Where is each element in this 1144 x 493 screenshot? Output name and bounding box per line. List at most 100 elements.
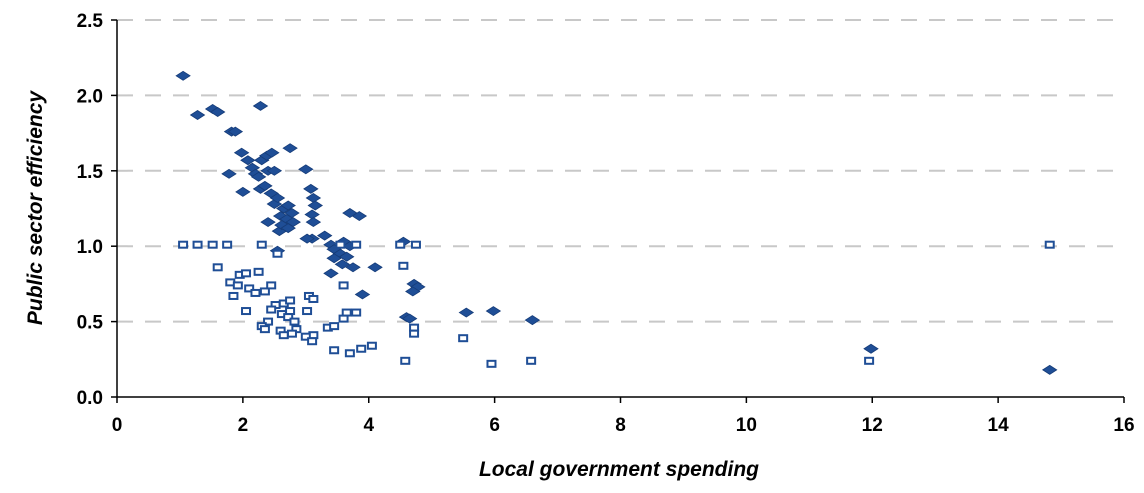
square-marker <box>178 240 189 249</box>
square-marker <box>356 344 367 353</box>
square-marker <box>278 331 289 340</box>
x-tick-label: 6 <box>489 415 500 436</box>
square-marker <box>341 308 352 317</box>
square-marker <box>222 240 233 249</box>
diamond-marker <box>250 171 267 182</box>
x-tick-label: 0 <box>112 415 123 436</box>
diamond-marker <box>334 259 351 270</box>
x-tick-label: 2 <box>238 415 249 436</box>
square-marker <box>263 317 274 326</box>
square-marker <box>285 296 296 305</box>
diamond-marker <box>316 230 333 241</box>
square-marker <box>395 240 406 249</box>
x-tick-label: 4 <box>363 415 374 436</box>
x-axis-title: Local government spending <box>479 458 759 481</box>
square-marker <box>458 334 469 343</box>
diamond-marker <box>233 147 250 158</box>
square-marker <box>351 308 362 317</box>
square-marker <box>486 359 497 368</box>
diamond-marker <box>299 233 315 244</box>
square-marker <box>329 346 340 355</box>
diamond-marker <box>252 100 269 111</box>
diamond-marker <box>351 211 368 222</box>
square-marker <box>409 329 420 338</box>
diamond-marker <box>354 289 371 300</box>
square-marker <box>272 249 283 258</box>
x-tick-label: 8 <box>615 415 626 436</box>
diamond-marker <box>345 262 361 273</box>
square-marker <box>232 281 243 290</box>
square-marker <box>207 240 218 249</box>
y-tick-label: 2.5 <box>77 11 104 32</box>
square-marker <box>192 240 203 249</box>
square-marker <box>266 305 277 314</box>
square-marker <box>526 356 537 365</box>
diamond-marker <box>863 343 879 354</box>
diamond-marker <box>264 147 280 158</box>
square-marker <box>228 291 239 300</box>
diamond-marker <box>338 251 355 262</box>
diamond-marker <box>307 200 323 211</box>
diamond-marker <box>458 307 475 318</box>
diamond-marker <box>1041 364 1058 375</box>
y-tick-label: 1.5 <box>77 162 104 183</box>
axes: 0.0 0.5 1.0 1.5 2.0 2.5 0 2 4 6 8 10 12 14 16 <box>77 11 1135 436</box>
diamond-marker <box>257 180 273 191</box>
square-marker <box>241 269 252 278</box>
diamond-marker <box>282 143 298 154</box>
diamond-marker <box>326 253 342 264</box>
square-marker <box>256 240 267 249</box>
square-marker <box>400 356 411 365</box>
x-tick-label: 12 <box>862 415 883 436</box>
diamond-marker <box>524 315 541 326</box>
square-marker <box>250 288 261 297</box>
diamond-marker <box>305 217 322 228</box>
diamond-marker <box>280 223 296 234</box>
diamond-marker <box>221 168 237 179</box>
square-marker <box>289 317 300 326</box>
diamond-marker <box>235 186 251 197</box>
square-marker <box>244 284 255 293</box>
diamond-marker <box>305 192 322 203</box>
square-marker <box>283 313 294 322</box>
square-marker <box>302 307 313 316</box>
y-tick-label: 0.0 <box>77 388 103 409</box>
diamond-marker <box>260 217 276 228</box>
square-marker <box>335 240 346 249</box>
diamond-marker <box>189 110 206 120</box>
diamond-marker <box>266 165 283 176</box>
square-marker <box>300 332 311 341</box>
diamond-marker <box>485 306 502 317</box>
diamond-marker <box>227 126 244 137</box>
diamond-marker <box>303 183 319 194</box>
y-tick-label: 1.0 <box>77 237 103 258</box>
y-tick-label: 0.5 <box>77 313 104 334</box>
x-tick-label: 10 <box>736 415 757 436</box>
square-marker <box>398 261 409 270</box>
diamond-marker <box>367 262 383 273</box>
x-tick-label: 16 <box>1113 415 1134 436</box>
square-marker <box>1044 240 1055 249</box>
diamond-marker <box>405 286 421 297</box>
square-marker <box>366 341 377 350</box>
square-marker <box>212 263 223 272</box>
square-marker <box>259 325 270 334</box>
square-marker <box>266 281 277 290</box>
diamond-marker <box>280 200 296 211</box>
square-marker <box>351 240 362 249</box>
diamond-marker <box>401 313 418 324</box>
square-marker <box>259 287 270 296</box>
diamond-marker <box>269 192 286 203</box>
square-marker <box>864 356 875 365</box>
square-marker <box>241 307 252 316</box>
square-marker <box>338 281 349 290</box>
square-marker <box>253 267 264 276</box>
square-marker <box>329 322 340 331</box>
square-marker <box>344 349 355 358</box>
diamond-marker <box>323 268 339 279</box>
diamond-marker <box>175 70 191 81</box>
x-tick-label: 14 <box>988 415 1010 436</box>
square-marker <box>307 337 318 346</box>
data-markers <box>175 70 1058 375</box>
diamond-marker <box>298 164 314 175</box>
